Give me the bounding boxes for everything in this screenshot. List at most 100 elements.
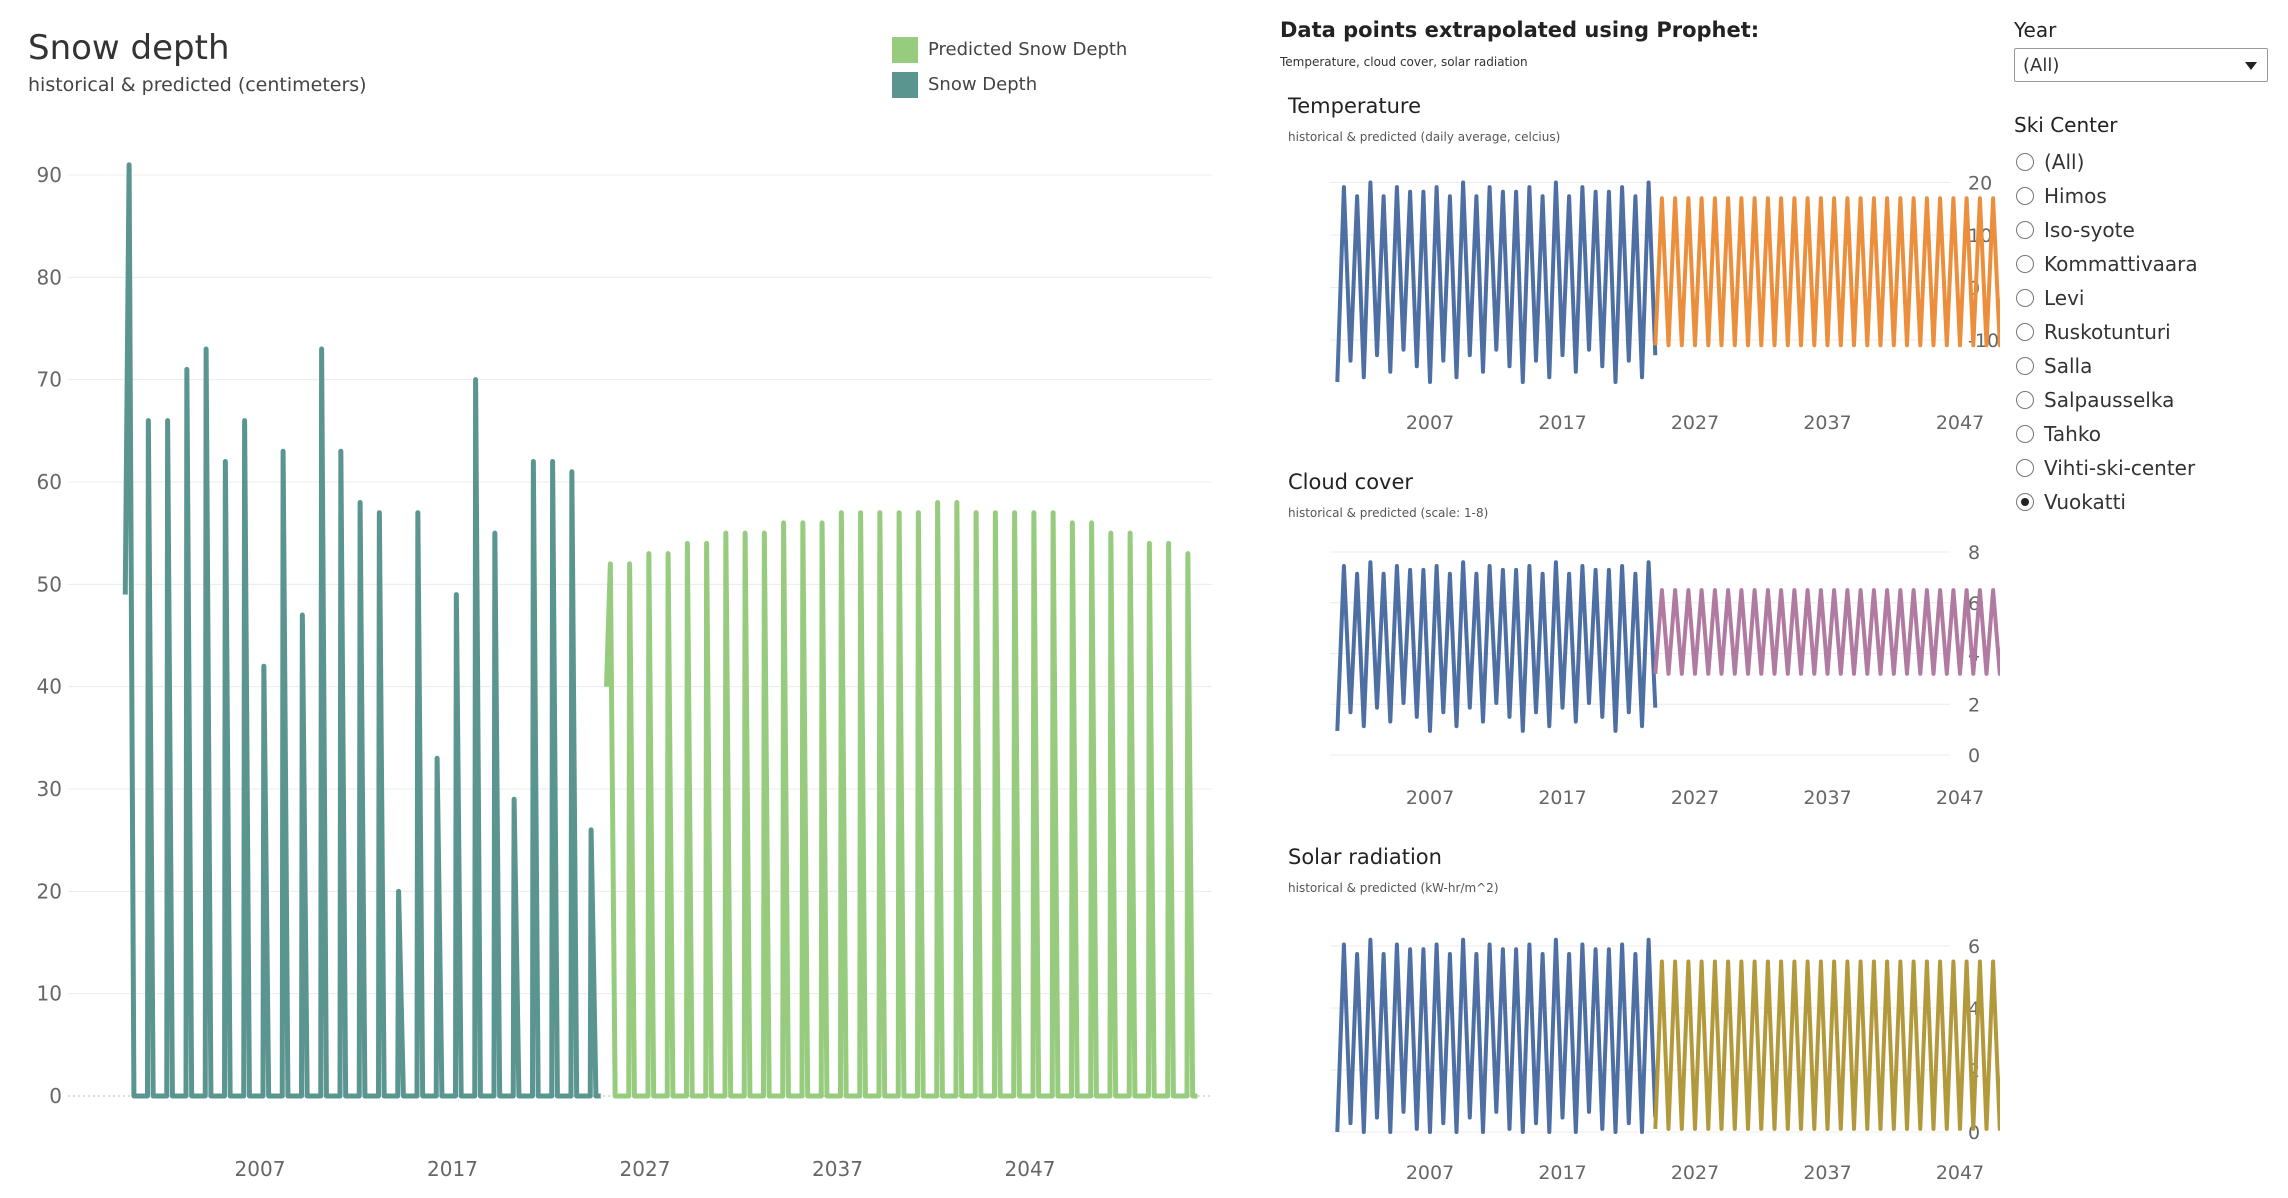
ski-center-option-label: Salpausselka (2044, 388, 2175, 412)
ski-center-option[interactable]: (All) (2016, 145, 2198, 179)
snow-chart-subtitle: historical & predicted (centimeters) (28, 74, 367, 96)
cloud-cover-title: Cloud cover (1288, 470, 1414, 494)
radio-button[interactable] (2016, 493, 2034, 511)
y-tick-label: 6 (1968, 936, 1980, 958)
ski-center-option-label: (All) (2044, 150, 2085, 174)
predicted-series-line[interactable] (1653, 959, 2000, 1131)
historical-series-line[interactable] (1335, 560, 1658, 733)
legend-item-predicted[interactable]: Predicted Snow Depth (892, 32, 1127, 67)
predicted-snow-depth-line[interactable] (604, 499, 1198, 1099)
year-dropdown[interactable]: (All) (2014, 48, 2268, 82)
ski-center-option[interactable]: Ruskotunturi (2016, 315, 2198, 349)
ski-center-option[interactable]: Salla (2016, 349, 2198, 383)
radio-button[interactable] (2016, 289, 2034, 307)
radio-button[interactable] (2016, 187, 2034, 205)
ski-center-option[interactable]: Kommattivaara (2016, 247, 2198, 281)
radio-button[interactable] (2016, 357, 2034, 375)
ski-center-option[interactable]: Levi (2016, 281, 2198, 315)
y-tick-label: 70 (37, 368, 62, 392)
ski-center-option-label: Himos (2044, 184, 2107, 208)
historical-series-line[interactable] (1335, 180, 1658, 384)
ski-center-option[interactable]: Himos (2016, 179, 2198, 213)
ski-center-option-label: Tahko (2044, 422, 2101, 446)
y-tick-label: 20 (1968, 173, 1992, 195)
year-filter-label: Year (2014, 18, 2057, 42)
ski-center-filter-label: Ski Center (2014, 113, 2118, 137)
x-tick-label: 2007 (1406, 787, 1454, 809)
y-tick-label: 0 (49, 1084, 62, 1108)
y-tick-label: -10 (1968, 330, 1999, 352)
y-tick-label: 30 (37, 777, 62, 801)
prophet-heading: Data points extrapolated using Prophet: (1280, 18, 1760, 42)
predicted-series-line[interactable] (1653, 196, 2000, 348)
x-tick-label: 2007 (1406, 412, 1454, 434)
ski-center-option[interactable]: Salpausselka (2016, 383, 2198, 417)
x-tick-label: 2037 (1803, 1162, 1851, 1184)
legend-swatch-predicted (892, 36, 918, 63)
y-tick-label: 60 (37, 470, 62, 494)
temperature-subtitle: historical & predicted (daily average, c… (1288, 130, 1561, 144)
y-tick-label: 20 (37, 879, 62, 903)
year-dropdown-value: (All) (2023, 55, 2060, 76)
x-tick-label: 2037 (812, 1157, 863, 1181)
radio-button[interactable] (2016, 459, 2034, 477)
solar-radiation-subtitle: historical & predicted (kW-hr/m^2) (1288, 881, 1499, 895)
x-tick-label: 2017 (427, 1157, 478, 1181)
x-tick-label: 2027 (1671, 1162, 1719, 1184)
ski-center-option-label: Ruskotunturi (2044, 320, 2171, 344)
solar-radiation-title: Solar radiation (1288, 845, 1442, 869)
x-tick-label: 2047 (1936, 412, 1984, 434)
x-tick-label: 2027 (620, 1157, 671, 1181)
prophet-subheading: Temperature, cloud cover, solar radiatio… (1280, 55, 1528, 69)
y-tick-label: 0 (1968, 1122, 1980, 1144)
legend-label-predicted: Predicted Snow Depth (928, 39, 1128, 60)
ski-center-option[interactable]: Iso-syote (2016, 213, 2198, 247)
snow-depth-line[interactable] (122, 162, 601, 1099)
y-tick-label: 10 (37, 982, 62, 1006)
ski-center-option-label: Iso-syote (2044, 218, 2135, 242)
cloud-cover-subtitle: historical & predicted (scale: 1-8) (1288, 506, 1489, 520)
legend-label-historical: Snow Depth (928, 74, 1038, 95)
y-tick-label: 40 (37, 675, 62, 699)
ski-center-option-label: Salla (2044, 354, 2093, 378)
temperature-title: Temperature (1288, 94, 1422, 118)
x-tick-label: 2017 (1538, 1162, 1586, 1184)
ski-center-option[interactable]: Vuokatti (2016, 485, 2198, 519)
x-tick-label: 2027 (1671, 412, 1719, 434)
snow-legend: Predicted Snow Depth Snow Depth (892, 32, 1127, 102)
ski-center-option[interactable]: Tahko (2016, 417, 2198, 451)
radio-button[interactable] (2016, 425, 2034, 443)
radio-button[interactable] (2016, 391, 2034, 409)
x-tick-label: 2017 (1538, 412, 1586, 434)
radio-button[interactable] (2016, 153, 2034, 171)
predicted-series-line[interactable] (1653, 588, 2000, 676)
y-tick-label: 2 (1968, 694, 1980, 716)
radio-button[interactable] (2016, 221, 2034, 239)
historical-series-line[interactable] (1335, 937, 1658, 1134)
x-tick-label: 2007 (1406, 1162, 1454, 1184)
ski-center-option-label: Levi (2044, 286, 2085, 310)
radio-button[interactable] (2016, 323, 2034, 341)
legend-swatch-historical (892, 71, 918, 98)
x-tick-label: 2037 (1803, 412, 1851, 434)
x-tick-label: 2037 (1803, 787, 1851, 809)
ski-center-option[interactable]: Vihti-ski-center (2016, 451, 2198, 485)
snow-chart-title: Snow depth (28, 28, 230, 68)
x-tick-label: 2017 (1538, 787, 1586, 809)
ski-center-radio-list: (All) Himos Iso-syote Kommattivaara Levi Rusk… (2016, 145, 2198, 519)
legend-item-historical[interactable]: Snow Depth (892, 67, 1127, 102)
radio-button[interactable] (2016, 255, 2034, 273)
y-tick-label: 80 (37, 265, 62, 289)
ski-center-option-label: Kommattivaara (2044, 252, 2198, 276)
y-tick-label: 0 (1968, 745, 1980, 767)
snow-depth-plot: 0 10 20 30 40 50 60 70 80 90 2007 2017 2027 2037 2047 (37, 162, 1212, 1181)
ski-center-option-label: Vuokatti (2044, 490, 2126, 514)
y-tick-label: 8 (1968, 542, 1980, 564)
y-tick-label: 90 (37, 163, 62, 187)
x-tick-label: 2007 (235, 1157, 286, 1181)
x-tick-label: 2047 (1936, 1162, 1984, 1184)
chevron-down-icon[interactable] (2245, 62, 2257, 70)
